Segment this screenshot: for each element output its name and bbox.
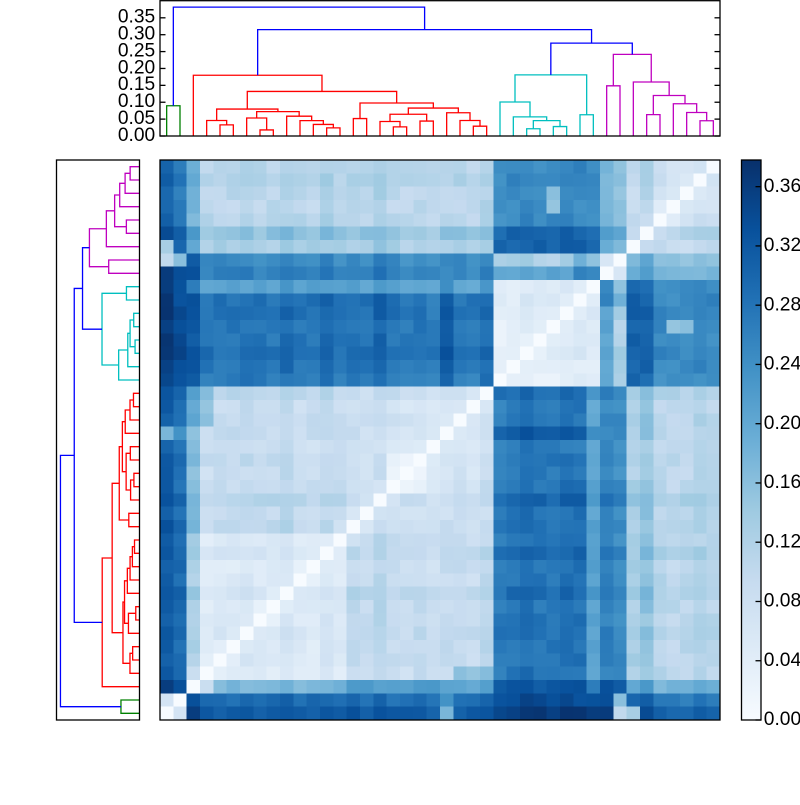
svg-text:0.10: 0.10 — [118, 91, 155, 112]
svg-text:0.08: 0.08 — [764, 591, 800, 612]
svg-text:0.16: 0.16 — [764, 472, 800, 493]
svg-text:0.25: 0.25 — [118, 41, 155, 62]
svg-text:0.36: 0.36 — [764, 176, 800, 197]
svg-text:0.35: 0.35 — [118, 7, 155, 28]
svg-text:0.20: 0.20 — [764, 413, 800, 434]
svg-text:0.28: 0.28 — [764, 294, 800, 315]
svg-text:0.32: 0.32 — [764, 235, 800, 256]
svg-text:0.15: 0.15 — [118, 74, 155, 95]
svg-text:0.04: 0.04 — [764, 650, 800, 671]
svg-text:0.00: 0.00 — [764, 709, 800, 730]
svg-text:0.00: 0.00 — [118, 125, 155, 146]
svg-text:0.24: 0.24 — [764, 354, 800, 375]
svg-text:0.12: 0.12 — [764, 531, 800, 552]
svg-text:0.30: 0.30 — [118, 24, 155, 45]
svg-text:0.20: 0.20 — [118, 57, 155, 78]
svg-text:0.05: 0.05 — [118, 108, 155, 129]
